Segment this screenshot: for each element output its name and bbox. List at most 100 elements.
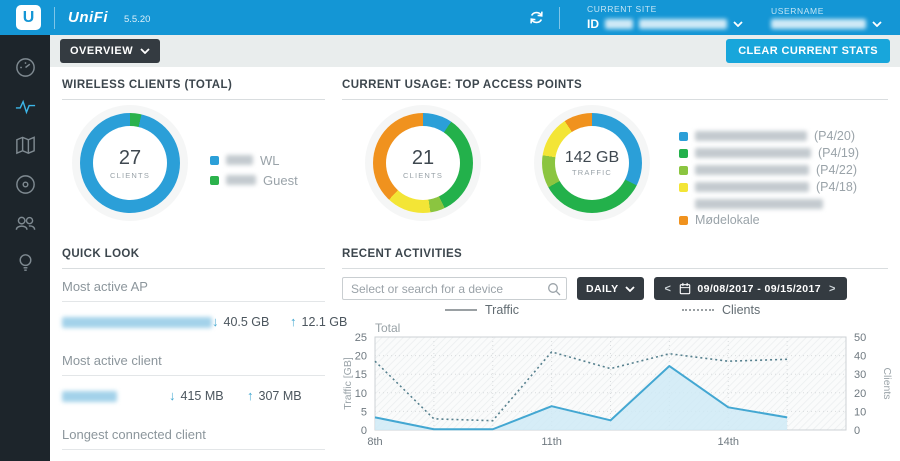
legend-label: WL [260,152,280,168]
brand-title: UniFi [68,9,108,26]
legend-swatch [679,148,688,158]
sidebar-item-dashboard[interactable] [13,55,37,79]
legend-item: WL [210,153,298,168]
svg-text:30: 30 [854,369,866,381]
svg-text:40: 40 [854,351,866,363]
current-site-dropdown[interactable]: CURRENT SITE ID [587,4,743,31]
upload-stat: ↑ 307 MB [247,388,325,403]
redacted-username [771,19,866,29]
legend-swatch [679,165,688,175]
quick-look-title: QUICK LOOK [62,248,325,269]
ap-name-link[interactable] [62,315,212,329]
svg-text:5: 5 [361,406,367,418]
prev-period-button[interactable]: < [664,282,672,295]
download-arrow-icon: ↓ [169,388,176,403]
device-search-input[interactable] [342,277,567,300]
legend-label: Mødelokale [695,213,760,227]
sidebar [0,35,50,461]
dotted-line-swatch [682,309,714,311]
recent-activities-panel: RECENT ACTIVITIES DAILY < 09/08/2017 - 0… [342,248,888,300]
sidebar-item-clients[interactable] [13,211,37,235]
redacted-ap-name [695,131,807,141]
sidebar-item-devices[interactable] [13,172,37,196]
legend-label: (P4/18) [816,180,857,194]
wireless-clients-title: WIRELESS CLIENTS (TOTAL) [62,79,325,100]
legend-swatch [679,131,688,141]
upload-arrow-icon: ↑ [247,388,254,403]
current-site-label: CURRENT SITE [587,4,657,14]
ap-clients-count: 21 [411,146,435,169]
username-dropdown[interactable]: USERNAME [771,6,882,29]
recent-activities-title: RECENT ACTIVITIES [342,248,888,269]
version-label: 5.5.20 [124,13,151,25]
username-label: USERNAME [771,6,824,16]
longest-connected-client-row: -iPhone ↓51.1 MB ↑14 MB [62,450,325,461]
chart-legend-clients: Clients [682,303,760,317]
legend-item: (P4/22) [679,163,859,177]
legend-swatch [210,175,219,185]
download-stat: ↓ 40.5 GB [212,314,290,329]
interval-dropdown[interactable]: DAILY [577,277,644,300]
upload-value: 12.1 GB [301,314,348,329]
clear-current-stats-button[interactable]: CLEAR CURRENT STATS [726,39,890,63]
wireless-clients-donut: 27 CLIENTS [80,113,180,213]
redacted-client-name [62,390,117,402]
redacted-ap-name [695,182,809,192]
interval-label: DAILY [586,282,619,295]
svg-text:50: 50 [854,332,866,344]
bulb-icon [19,253,31,271]
svg-text:11th: 11th [541,436,562,448]
legend-swatch [210,155,219,165]
svg-text:14th: 14th [718,436,739,448]
map-icon [15,135,35,154]
sidebar-item-map[interactable] [13,133,37,157]
devices-icon [15,174,35,194]
most-active-client-label: Most active client [62,343,325,376]
upload-stat: ↑ 12.1 GB [290,314,368,329]
site-id-prefix: ID [587,17,599,31]
legend-label: Clients [722,303,761,317]
calendar-icon [680,282,691,295]
top-aps-title: CURRENT USAGE: TOP ACCESS POINTS [342,79,888,100]
overview-dropdown[interactable]: OVERVIEW [60,39,161,63]
sidebar-item-statistics[interactable] [13,94,37,118]
redacted-site-name [639,19,727,29]
legend-label: (P4/19) [818,146,859,160]
refresh-icon[interactable] [527,8,546,27]
most-active-client-row: ↓ 415 MB ↑ 307 MB [62,376,325,405]
redacted-network-name [226,155,253,165]
legend-label: Guest [263,172,298,188]
ap-clients-donut: 21 CLIENTS [373,113,473,213]
chart-legend-traffic: Traffic [445,303,519,317]
upload-value: 307 MB [258,388,302,403]
legend-label: (P4/20) [814,129,855,143]
ap-clients-unit: CLIENTS [402,170,444,180]
chevron-down-icon [872,21,882,27]
ap-traffic-total: 142 GB [564,149,620,166]
svg-text:Clients: Clients [881,367,893,399]
download-value: 40.5 GB [223,314,270,329]
ap-traffic-donut: 142 GB TRAFFIC [542,113,642,213]
next-period-button[interactable]: > [829,282,836,295]
main-content: WIRELESS CLIENTS (TOTAL) 27 CLIENTS WL [50,67,900,461]
header-bar: U UniFi 5.5.20 CURRENT SITE ID USERNAME [0,0,900,35]
svg-text:10: 10 [854,406,866,418]
client-name-link[interactable] [62,389,169,403]
download-arrow-icon: ↓ [212,314,219,329]
wireless-clients-unit: CLIENTS [109,170,151,180]
most-active-ap-row: ↓ 40.5 GB ↑ 12.1 GB [62,302,347,331]
svg-text:Total: Total [375,323,400,335]
quick-look-panel: QUICK LOOK Most active AP ↓ 40.5 GB ↑ 12.1… [62,248,347,461]
legend-swatch [679,215,688,225]
svg-text:Traffic [GB]: Traffic [GB] [342,357,354,410]
download-value: 415 MB [180,388,224,403]
activity-icon [15,99,35,114]
date-range-picker[interactable]: < 09/08/2017 - 09/15/2017 > [653,277,847,300]
redacted-ap-name [62,316,212,328]
svg-text:15: 15 [355,369,367,381]
sidebar-item-insights[interactable] [13,250,37,274]
chevron-down-icon [733,21,743,27]
clients-icon [15,216,35,230]
logo-letter: U [22,8,35,26]
